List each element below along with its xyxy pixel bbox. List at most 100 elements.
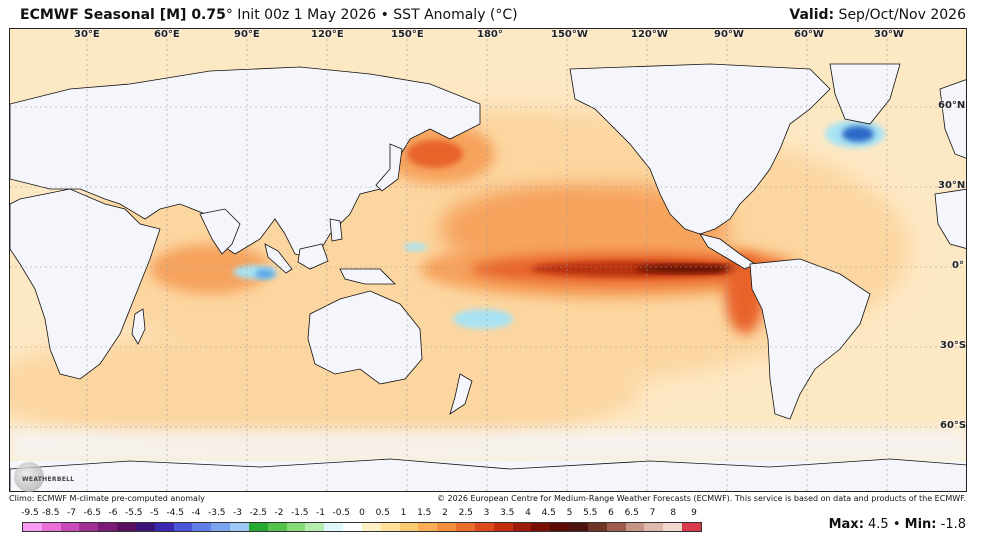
valid-label: Valid: [789,7,835,23]
colorbar-tick-label: 8 [670,508,677,518]
land-masses [10,63,966,491]
lat-label-30n: 30°N [938,180,966,191]
south-america [749,258,871,420]
title-details: ° Init 00z 1 May 2026 • SST Anomaly (°C) [225,7,518,23]
lon-label-60e: 60°E [154,29,180,40]
europe-edge [939,79,966,159]
colorbar-swatch [606,523,626,531]
colorbar-tick-label: -6 [108,508,118,518]
colorbar-swatch [550,523,570,531]
colorbar-tick-label: -5.5 [124,508,143,518]
indonesia-cool [255,269,275,279]
colorbar-tick-label: 3.5 [500,508,515,518]
colorbar-swatch [248,523,268,531]
colorbar-tick-label: 0.5 [375,508,390,518]
colorbar-tick-label: -2 [274,508,284,518]
colorbar-tick-label: 4 [525,508,531,518]
colorbar-swatch [305,523,325,531]
colorbar-swatch [267,523,287,531]
colorbar-tick-label: -1.5 [290,508,309,518]
lat-label-30s: 30°S [940,340,967,351]
greenland [829,63,901,125]
colorbar-swatch [644,523,664,531]
colorbar-swatch [681,523,701,531]
colorbar-swatch [380,523,400,531]
borneo [297,243,329,270]
colorbar-tick-label: 2 [442,508,448,518]
map-canvas [10,29,966,491]
colorbar-tick-label: 0 [359,508,365,518]
colorbar-swatch [625,523,645,531]
colorbar-tick-label: -1 [316,508,325,518]
colorbar-tick-label: -9.5 [21,508,39,518]
header: ECMWF Seasonal [M] 0.75° Init 00z 1 May … [0,0,984,28]
colorbar-tick-label: -7 [67,508,76,518]
colorbar-tick-label: 6 [608,508,614,518]
colorbar-swatch [60,523,80,531]
copyright-note: © 2026 European Centre for Medium-Range … [437,494,966,503]
min-value: -1.8 [936,517,966,532]
colorbar-tick-label: -2.5 [249,508,268,518]
colorbar-tick-label: 9 [691,508,697,518]
anomaly-shading [10,109,966,491]
lon-label-150e: 150°E [391,29,424,40]
colorbar-legend: -9.5 -8.5 -7 -6.5 -6 -5.5 -5 -4.5 -4 -3.5 -3 -2.5 -2… [21,508,702,538]
colorbar-tick-label: -4 [191,508,201,518]
colorbar-tick-label: -4.5 [166,508,185,518]
japan [375,143,403,192]
colorbar-swatch [135,523,155,531]
colorbar-tick-label: 1 [400,508,407,518]
colorbar-swatch [399,523,419,531]
max-min-separator: • [888,517,905,532]
colorbar-tick-label: 6.5 [624,508,639,518]
colorbar-swatch [117,523,136,531]
africa [10,188,161,380]
colorbar-swatch [512,523,532,531]
southern-ocean-fade [10,429,966,463]
colorbar-swatch [286,523,306,531]
colorbar-labels: -9.5 -8.5 -7 -6.5 -6 -5.5 -5 -4.5 -4 -3.5 -3 -2.5 -2… [21,508,702,521]
colorbar-swatch [456,523,475,531]
colorbar-tick-label: 7 [649,508,656,518]
colorbar-swatch [474,523,494,531]
lon-label-30e: 30°E [74,29,100,40]
colorbar-swatch [324,523,344,531]
lon-label-90w: 90°W [714,29,744,40]
colorbar-swatch [41,523,61,531]
colorbar-tick-label: -0.5 [332,508,351,518]
lon-label-150w: 150°W [551,29,588,40]
southern-warm-band [10,329,640,449]
colorbar-tick-label: 5.5 [583,508,598,518]
kuroshio-strong [407,140,463,168]
colorbar-swatches [22,522,702,532]
colorbar-tick-label: 1.5 [417,508,432,518]
colorbar-swatch [531,523,551,531]
australia [307,290,423,385]
lon-label-120w: 120°W [631,29,668,40]
colorbar-swatch [493,523,513,531]
colorbar-swatch [418,523,438,531]
new-guinea [339,268,396,285]
sst-anomaly-map[interactable]: 30°E 60°E 90°E 120°E 150°E 180° 150°W 12… [9,28,967,492]
lon-label-60w: 60°W [794,29,824,40]
colorbar-swatch [569,523,588,531]
indian-ocean-warm [150,244,270,294]
lat-label-equator: 0° [952,260,964,271]
atlantic-cool [842,126,874,142]
colorbar-tick-label: -3 [233,508,242,518]
north-america [569,63,831,235]
lat-label-60s: 60°S [940,420,967,431]
lon-label-30w: 30°W [874,29,904,40]
south-pacific-cool [453,309,513,329]
colorbar-swatch [192,523,212,531]
colorbar-swatch [211,523,231,531]
colorbar-tick-label: 4.5 [541,508,556,518]
colorbar-swatch [79,523,99,531]
lat-label-60n: 60°N [938,100,966,111]
colorbar-swatch [173,523,193,531]
lon-label-180: 180° [477,29,503,40]
colorbar-tick-label: -3.5 [207,508,226,518]
max-min-readout: Max: 4.5 • Min: -1.8 [829,517,966,532]
india [199,208,241,255]
map-title: ECMWF Seasonal [M] 0.75° Init 00z 1 May … [20,7,518,23]
